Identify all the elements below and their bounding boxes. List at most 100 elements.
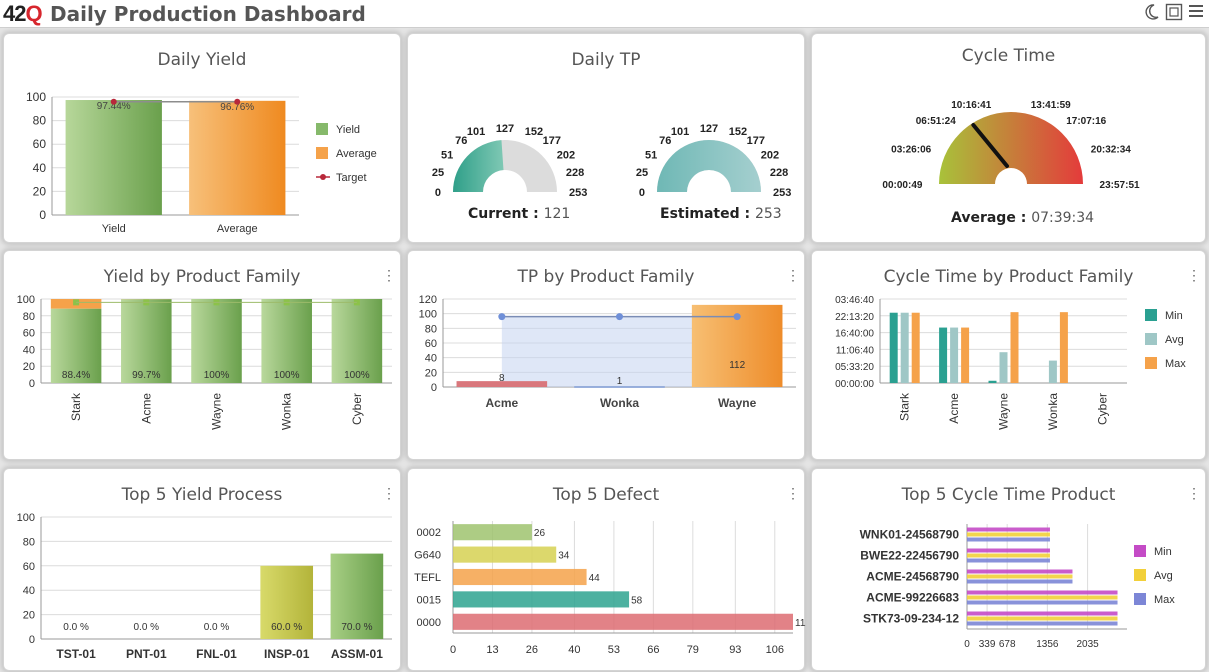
top5-defect-bar xyxy=(453,524,532,540)
top5-yield-x-tick: PNT-01 xyxy=(126,647,167,661)
top5-defect-y-tick: G640 xyxy=(414,550,441,562)
ct-family-y-tick: 16:40:00 xyxy=(835,329,874,340)
top5-ct-y-tick: WNK01-24568790 xyxy=(860,528,960,542)
current-gauge-tick: 177 xyxy=(543,135,561,147)
current-value: 121 xyxy=(544,206,571,222)
yield-family-data-label: 88.4% xyxy=(62,370,90,381)
current-gauge-tick: 0 xyxy=(435,187,441,199)
top5-yield-data-label: 0.0 % xyxy=(134,622,160,633)
legend-swatch xyxy=(1134,545,1146,557)
ct-family-x-tick: Wayne xyxy=(997,393,1011,430)
ct-family-y-tick: 11:06:40 xyxy=(836,345,875,356)
current-gauge-fill xyxy=(453,140,503,192)
app-logo[interactable]: 42Q xyxy=(3,1,42,27)
top5-defect-bar xyxy=(453,547,556,563)
current-gauge-tick: 51 xyxy=(441,149,453,161)
tp-family-x-tick: Wayne xyxy=(718,396,757,410)
current-gauge-tick: 25 xyxy=(432,167,444,179)
tp-family-line-point xyxy=(498,313,505,320)
top5-yield-y-tick: 0 xyxy=(29,634,35,646)
top5-defect-bar xyxy=(453,614,793,630)
top5-yield-data-label: 0.0 % xyxy=(63,622,89,633)
current-label: Current : xyxy=(468,206,539,222)
yield-family-x-tick: Wonka xyxy=(280,393,294,430)
tp-family-x-tick: Wonka xyxy=(600,396,639,410)
logo-text-42: 42 xyxy=(3,1,25,26)
estimated-gauge-tick: 177 xyxy=(747,135,765,147)
top5-defect-data-label: 112 xyxy=(795,618,806,629)
top5-yield-data-label: 0.0 % xyxy=(204,622,230,633)
daily-yield-y-tick: 60 xyxy=(33,137,47,151)
ct-family-bar xyxy=(1049,361,1057,383)
legend-swatch xyxy=(1134,593,1146,605)
ct-family-bar xyxy=(989,381,997,383)
legend-label: Min xyxy=(1165,310,1183,322)
yield-family-x-tick: Cyber xyxy=(350,393,364,425)
tp-family-y-tick: 120 xyxy=(419,294,437,306)
hamburger-menu-icon[interactable] xyxy=(1187,3,1205,23)
top5-ct-x-tick: 0 xyxy=(964,639,970,650)
top5-defect-x-tick: 79 xyxy=(687,644,699,656)
top5-defect-x-tick: 13 xyxy=(486,644,498,656)
yield-family-chart: 02040608010088.4%Stark99.7%Acme100%Wayne… xyxy=(4,251,402,461)
current-gauge-tick: 76 xyxy=(455,135,467,147)
moon-icon[interactable] xyxy=(1143,3,1161,23)
estimated-gauge-tick: 51 xyxy=(645,149,657,161)
legend-swatch xyxy=(1134,569,1146,581)
current-gauge-tick: 228 xyxy=(566,167,584,179)
estimated-gauge-tick: 228 xyxy=(770,167,788,179)
legend-label: Avg xyxy=(1154,570,1173,582)
yield-family-data-label: 100% xyxy=(274,370,300,381)
top5-ct-bar xyxy=(967,580,1072,584)
top5-ct-bar xyxy=(967,570,1072,574)
ct-family-bar xyxy=(912,313,920,383)
average-value: 07:39:34 xyxy=(1031,210,1094,226)
cycle-time-gauge-tick: 17:07:16 xyxy=(1066,116,1106,127)
legend-label: Min xyxy=(1154,546,1172,558)
top5-defect-x-tick: 53 xyxy=(608,644,620,656)
ct-family-x-tick: Acme xyxy=(947,393,961,424)
top5-ct-bar xyxy=(967,617,1118,621)
current-gauge-tick: 202 xyxy=(557,149,575,161)
top5-yield-data-label: 60.0 % xyxy=(271,622,302,633)
daily-yield-bar xyxy=(66,100,162,215)
daily-yield-y-tick: 40 xyxy=(33,161,47,175)
legend-label: Average xyxy=(336,148,377,160)
top5-defect-y-tick: 0015 xyxy=(417,594,441,606)
ct-family-x-tick: Cyber xyxy=(1095,393,1109,425)
average-gauge-label: Average : 07:39:34 xyxy=(951,210,1094,226)
yield-family-y-tick: 60 xyxy=(23,328,35,340)
legend-label: Target xyxy=(336,172,367,184)
legend-label: Max xyxy=(1154,594,1175,606)
dashboard-title: Daily Production Dashboard xyxy=(50,2,366,26)
ct-family-bar xyxy=(1011,312,1019,383)
ct-family-y-tick: 00:00:00 xyxy=(835,379,874,390)
top5-ct-y-tick: ACME-24568790 xyxy=(866,570,959,584)
top5-defect-x-tick: 106 xyxy=(766,644,784,656)
tp-family-y-tick: 20 xyxy=(425,367,437,379)
logo-text-q: Q xyxy=(25,1,41,26)
cycle-time-gauge-tick: 13:41:59 xyxy=(1031,100,1071,111)
tp-family-data-label: 112 xyxy=(729,360,745,371)
tp-family-data-label: 1 xyxy=(617,376,623,387)
ct-family-bar xyxy=(890,313,898,383)
legend-swatch xyxy=(316,123,328,135)
yield-family-y-tick: 0 xyxy=(29,378,35,390)
legend-swatch xyxy=(316,147,328,159)
yield-family-y-tick: 80 xyxy=(23,311,35,323)
tp-family-y-tick: 80 xyxy=(425,323,437,335)
ct-family-bar xyxy=(961,328,969,383)
fullscreen-icon[interactable] xyxy=(1165,3,1183,23)
ct-family-bar xyxy=(901,313,909,383)
top5-defect-y-tick: TEFL xyxy=(414,572,441,584)
ct-family-x-tick: Wonka xyxy=(1046,393,1060,430)
ct-family-x-tick: Stark xyxy=(898,392,912,421)
top5-yield-x-tick: ASSM-01 xyxy=(331,647,383,661)
top5-ct-x-tick: 678 xyxy=(999,639,1016,650)
